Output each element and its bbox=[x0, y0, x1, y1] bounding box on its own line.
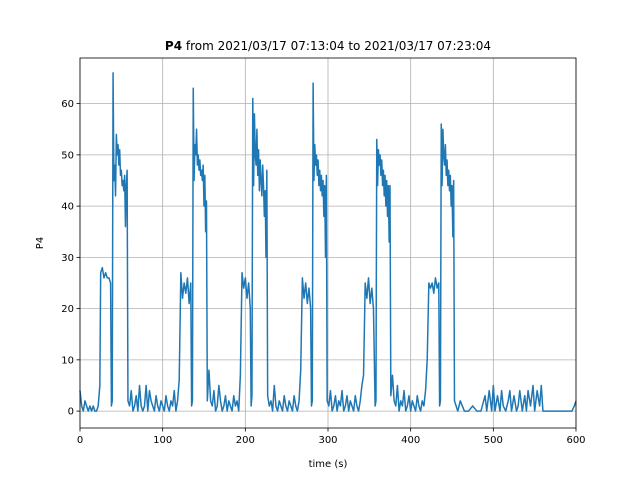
y-tick-label: 60 bbox=[61, 99, 74, 110]
axes: 0 100 200 300 400 500 600 0 10 20 30 40 50 60 bbox=[61, 99, 585, 446]
grid bbox=[79, 58, 577, 428]
data-line bbox=[79, 72, 577, 412]
y-tick-label: 30 bbox=[61, 253, 74, 264]
y-axis-label: P4 bbox=[35, 237, 46, 249]
x-tick-label: 500 bbox=[484, 435, 503, 446]
x-tick-label: 300 bbox=[318, 435, 337, 446]
x-tick-label: 400 bbox=[401, 435, 420, 446]
y-tick-label: 40 bbox=[61, 202, 74, 213]
x-axis-label: time (s) bbox=[309, 459, 348, 470]
plot bbox=[79, 72, 577, 412]
y-tick-label: 20 bbox=[61, 304, 74, 315]
title-bold: P4 bbox=[165, 39, 182, 53]
x-tick-label: 0 bbox=[77, 435, 83, 446]
y-tick-label: 50 bbox=[61, 150, 74, 161]
chart-title: P4 from 2021/03/17 07:13:04 to 2021/03/1… bbox=[165, 39, 491, 53]
y-tick-label: 0 bbox=[68, 407, 74, 418]
x-tick-label: 600 bbox=[566, 435, 585, 446]
x-tick-label: 200 bbox=[236, 435, 255, 446]
x-tick-label: 100 bbox=[153, 435, 172, 446]
title-rest: from 2021/03/17 07:13:04 to 2021/03/17 0… bbox=[186, 39, 491, 53]
y-tick-label: 10 bbox=[61, 355, 74, 366]
